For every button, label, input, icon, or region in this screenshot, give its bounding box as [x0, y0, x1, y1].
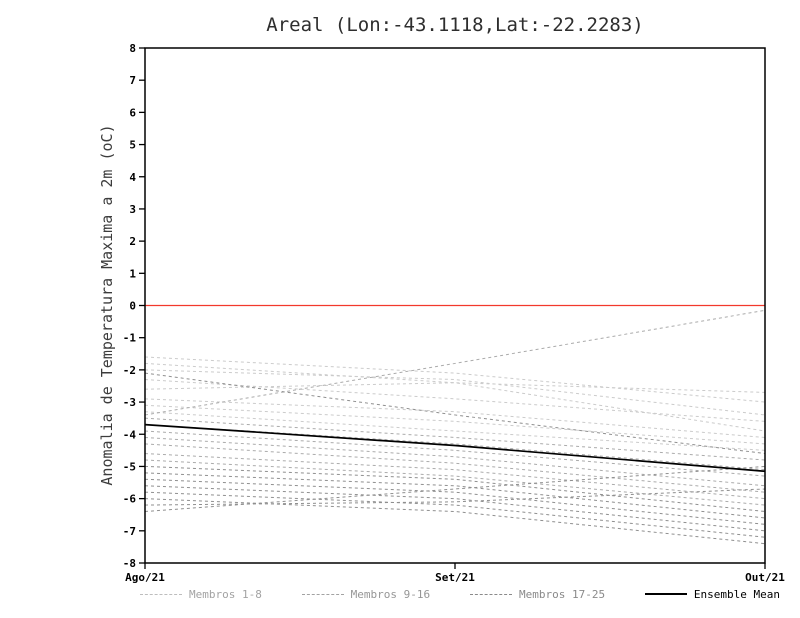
legend-label: Membros 9-16	[350, 587, 431, 601]
member-line	[144, 443, 766, 493]
y-tick-label: 6	[129, 106, 136, 119]
member-line	[144, 491, 766, 538]
dashed-line-swatch-icon	[301, 593, 344, 595]
y-tick-label: 1	[129, 267, 136, 280]
y-tick-label: 5	[129, 139, 136, 152]
y-tick-label: 4	[129, 171, 136, 184]
member-line	[144, 453, 766, 500]
member-line	[144, 478, 766, 525]
member-line	[144, 372, 766, 455]
legend: Membros 1-8 Membros 9-16 Membros 17-25 E…	[140, 583, 780, 605]
legend-item-membros-1-8: Membros 1-8	[140, 588, 262, 601]
member-line	[144, 369, 766, 416]
member-line	[144, 498, 766, 545]
y-tick-label: -4	[123, 428, 137, 441]
member-line	[144, 382, 766, 432]
member-line	[144, 356, 766, 403]
y-tick-label: -7	[123, 525, 136, 538]
solid-line-swatch-icon	[644, 593, 687, 595]
member-line	[144, 362, 766, 393]
y-tick-label: 8	[129, 42, 136, 55]
y-tick-label: 2	[129, 235, 136, 248]
x-tick-label: Out/21	[745, 571, 785, 584]
y-tick-label: -6	[123, 493, 137, 506]
legend-label: Ensemble Mean	[693, 587, 780, 601]
member-line	[144, 488, 766, 506]
member-line	[144, 430, 766, 477]
legend-item-membros-9-16: Membros 9-16	[301, 587, 431, 601]
member-line	[144, 465, 766, 512]
member-line	[144, 417, 766, 461]
member-line	[144, 411, 766, 451]
axes-and-ticks: -8 -7 -6 -5 -4 -3 -2 -1 0 1 2 3 4 5 6 7 8 Ago/21 Set/21 Out…	[123, 42, 785, 584]
legend-item-membros-17-25: Membros 17-25	[469, 587, 606, 601]
legend-label: Membros 1-8	[189, 587, 262, 601]
y-tick-label: 7	[129, 74, 136, 87]
member-line	[144, 379, 766, 422]
legend-item-ensemble-mean: Ensemble Mean	[644, 587, 780, 601]
member-line	[144, 398, 766, 438]
y-tick-label: -8	[123, 557, 136, 570]
legend-label: Membros 17-25	[518, 587, 606, 601]
y-tick-label: -5	[123, 460, 136, 473]
y-tick-label: -2	[123, 364, 136, 377]
y-tick-label: -3	[123, 396, 136, 409]
y-tick-label: 3	[129, 203, 136, 216]
member-line	[144, 485, 766, 532]
member-line	[144, 436, 766, 487]
ensemble-mean-line	[144, 423, 766, 473]
x-tick-label: Set/21	[435, 571, 475, 584]
y-tick-label: -1	[123, 332, 137, 345]
dashed-line-swatch-icon	[140, 593, 182, 595]
y-tick-label: 0	[129, 300, 136, 313]
y-axis-label: Anomalia de Temperatura Maxima a 2m (oC)	[98, 124, 116, 485]
ensemble-member-lines	[144, 304, 766, 545]
member-line	[144, 472, 766, 519]
x-tick-label: Ago/21	[125, 571, 165, 584]
chart-title: Areal (Lon:-43.1118,Lat:-22.2283)	[266, 14, 644, 36]
member-line	[144, 404, 766, 445]
member-line	[144, 459, 766, 506]
member-line	[144, 309, 766, 416]
member-line	[144, 465, 766, 512]
dashed-line-swatch-icon	[469, 593, 512, 595]
